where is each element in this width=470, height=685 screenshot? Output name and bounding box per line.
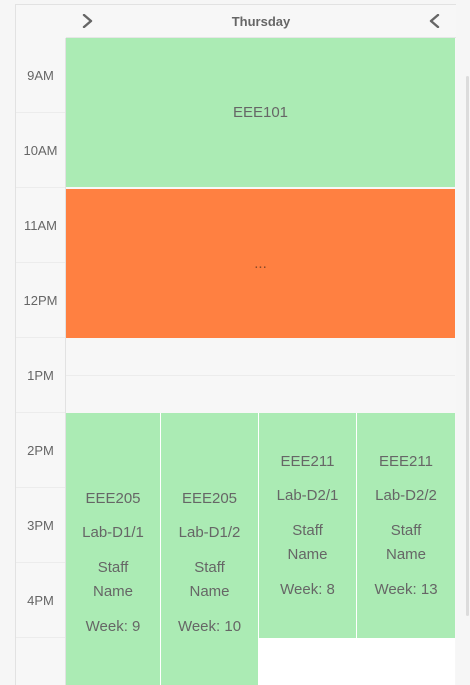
event-title: EEE211 [379, 452, 433, 470]
event-week: Week: 9 [85, 618, 141, 635]
time-label: 2PM [27, 443, 54, 458]
empty-slot[interactable] [259, 638, 455, 685]
event-lab: Lab-D2/1 [276, 486, 339, 504]
event-title: EEE205 [85, 490, 141, 507]
time-label: 1PM [27, 368, 54, 383]
time-slot: 4PM [16, 563, 65, 638]
event-staff: Staff Name [93, 556, 133, 604]
time-slot: 2PM [16, 413, 65, 488]
calendar-header: Thursday [66, 5, 456, 38]
day-title: Thursday [231, 14, 291, 29]
time-slot: 1PM [16, 338, 65, 413]
event-lab: Lab-D1/2 [178, 524, 241, 541]
time-slot: 10AM [16, 113, 65, 188]
day-grid[interactable]: EEE101 ... EEE205 Lab-D1/1 Staff Name We… [66, 38, 455, 685]
half-hour-line [66, 375, 455, 376]
time-label: 3PM [27, 518, 54, 533]
event-week: Week: 8 [280, 580, 335, 598]
chevron-left-icon [429, 14, 440, 28]
time-label: 4PM [27, 593, 54, 608]
event-staff-line2: Name [189, 583, 230, 600]
event-staff-line2: Name [92, 583, 133, 600]
event-staff: Staff Name [189, 556, 229, 604]
event-week: Week: 10 [177, 618, 242, 635]
time-label: 9AM [27, 68, 54, 83]
event-staff-line1: Staff [292, 521, 323, 539]
time-column: 9AM 10AM 11AM 12PM 1PM 2PM 3PM 4PM [16, 38, 66, 685]
chevron-right-icon [82, 14, 93, 28]
calendar-frame: Thursday 9AM 10AM 11AM 12PM 1PM 2PM 3PM … [15, 4, 456, 685]
event-week: Week: 13 [374, 580, 438, 598]
time-slot: 9AM [16, 38, 65, 113]
event-title: EEE101 [232, 104, 289, 121]
event-eee101[interactable]: EEE101 [66, 38, 455, 187]
event-eee205-lab-d1-1[interactable]: EEE205 Lab-D1/1 Staff Name Week: 9 [66, 413, 161, 685]
event-lab: Lab-D2/2 [375, 486, 437, 504]
time-label: 10AM [23, 143, 58, 158]
time-slot: 12PM [16, 263, 65, 338]
event-title: EEE205 [181, 490, 238, 507]
event-eee211-lab-d2-1[interactable]: EEE211 Lab-D2/1 Staff Name Week: 8 [259, 413, 357, 638]
next-day-button[interactable] [76, 9, 100, 33]
time-label: 12PM [23, 293, 58, 308]
event-eee205-lab-d1-2[interactable]: EEE205 Lab-D1/2 Staff Name Week: 10 [161, 413, 259, 685]
event-staff-line1: Staff [194, 559, 225, 576]
event-eee211-lab-d2-2[interactable]: EEE211 Lab-D2/2 Staff Name Week: 13 [357, 413, 455, 638]
event-ellipsis: ... [254, 255, 267, 272]
event-staff-line2: Name [287, 545, 328, 563]
time-label: 11AM [24, 218, 57, 233]
event-staff-line1: Staff [390, 521, 422, 539]
event-collapsed[interactable]: ... [66, 189, 455, 338]
time-slot: 11AM [16, 188, 65, 263]
event-staff-line1: Staff [97, 559, 129, 576]
event-lab: Lab-D1/1 [82, 524, 144, 541]
event-staff-line2: Name [385, 545, 426, 563]
previous-day-button[interactable] [422, 9, 446, 33]
event-staff: Staff Name [386, 519, 426, 567]
time-slot: 3PM [16, 488, 65, 563]
vertical-scrollbar[interactable] [466, 76, 469, 616]
event-title: EEE211 [280, 452, 335, 470]
time-slot [16, 638, 65, 685]
event-staff: Staff Name [287, 519, 327, 567]
